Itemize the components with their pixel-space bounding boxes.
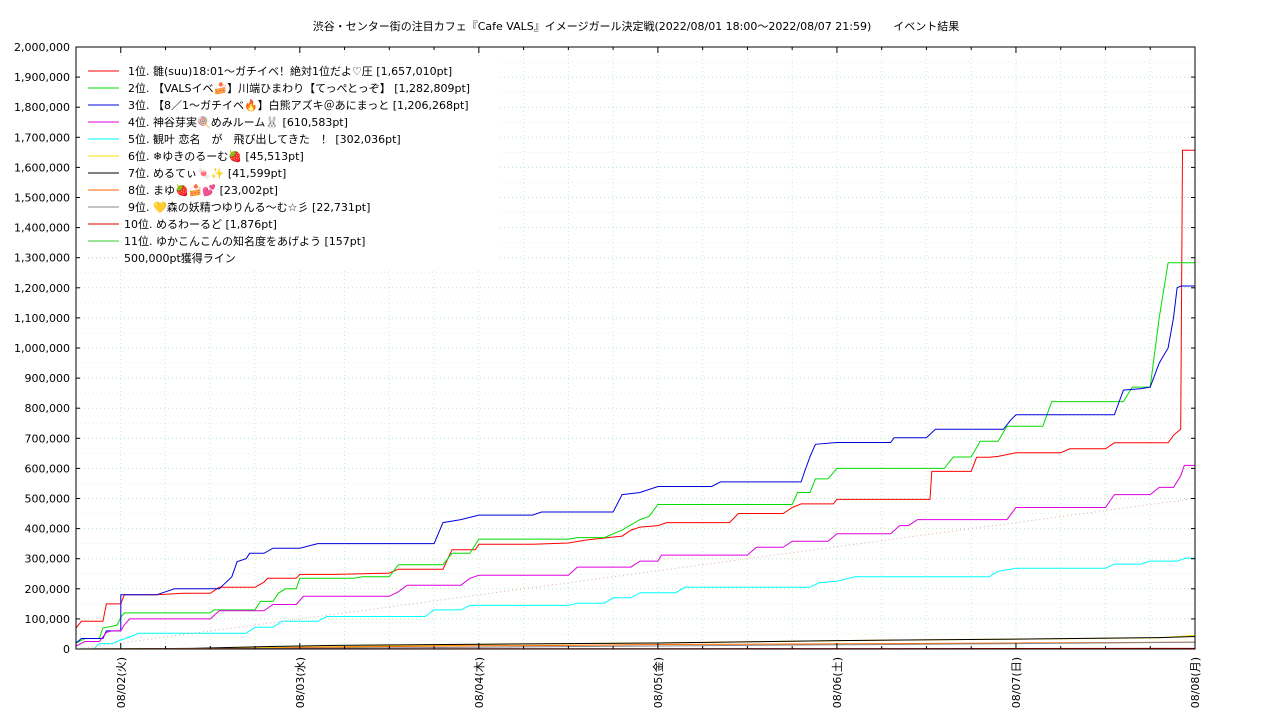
y-tick-label: 1,800,000	[14, 101, 70, 114]
series-line-12	[75, 498, 1196, 650]
legend-label: 11位. ゆかこんこんの知名度をあげよう [157pt]	[124, 234, 365, 248]
x-tick-label: 08/05(金)	[651, 657, 665, 708]
y-tick-label: 1,400,000	[14, 222, 70, 235]
series-line-7	[75, 636, 1196, 650]
y-tick-label: 1,700,000	[14, 131, 70, 144]
legend-label: 7位. めるてぃ🍬✨ [41,599pt]	[128, 166, 286, 180]
y-tick-label: 2,000,000	[14, 41, 70, 54]
legend-label: 5位. 観叶 恋名 が 飛び出してきた ！ [302,036pt]	[128, 132, 401, 146]
legend-label: 10位. めるわーるど [1,876pt]	[124, 217, 277, 231]
legend-label: 4位. 神谷芽実🍭めみルーム🐰 [610,583pt]	[128, 115, 348, 129]
x-tick-label: 08/03(水)	[294, 657, 307, 708]
y-tick-label: 300,000	[25, 553, 71, 566]
legend: 1位. 雛(suu)18:01～ガチイベ！絶対1位だよ♡圧 [1,657,010…	[80, 57, 500, 269]
y-tick-label: 500,000	[25, 493, 71, 506]
x-tick-label: 08/02(火)	[115, 657, 128, 708]
y-tick-label: 200,000	[25, 583, 71, 596]
y-tick-label: 1,900,000	[14, 71, 70, 84]
chart-title: 渋谷・センター街の注目カフェ『Cafe VALS』イメージガール決定戦(2022…	[313, 19, 960, 33]
y-tick-label: 0	[63, 643, 70, 656]
legend-label: 9位. 💛森の妖精つゆりんる〜む☆彡 [22,731pt]	[128, 200, 370, 214]
y-tick-label: 800,000	[25, 402, 71, 415]
series-line-2	[75, 262, 1195, 644]
legend-label: 6位. ❄ゆきのるーむ🍓 [45,513pt]	[128, 149, 304, 163]
y-tick-label: 600,000	[25, 462, 71, 475]
series-line-4	[75, 464, 1195, 647]
x-tick-label: 08/06(土)	[831, 657, 844, 708]
x-tick-label: 08/04(木)	[473, 657, 486, 708]
series-line-3	[75, 285, 1195, 644]
y-tick-label: 700,000	[25, 432, 71, 445]
y-tick-label: 1,000,000	[14, 342, 70, 355]
y-tick-label: 100,000	[25, 613, 71, 626]
y-tick-label: 1,600,000	[14, 161, 70, 174]
legend-label: 1位. 雛(suu)18:01～ガチイベ！絶対1位だよ♡圧 [1,657,010…	[128, 64, 452, 78]
y-tick-label: 900,000	[25, 372, 71, 385]
y-tick-label: 1,200,000	[14, 282, 70, 295]
legend-label: 2位. 【VALSイベ🍰】川端ひまわり【てっぺとっぞ】 [1,282,809pt…	[128, 81, 470, 95]
x-tick-label: 08/07(日)	[1010, 657, 1023, 708]
y-tick-label: 400,000	[25, 523, 71, 536]
y-tick-label: 1,300,000	[14, 252, 70, 265]
series-line-5	[76, 557, 1195, 650]
y-tick-label: 1,100,000	[14, 312, 70, 325]
axes: 0 100,000 200,000 300,000 400,000 500,000 600,…	[14, 41, 1202, 708]
legend-box	[80, 57, 500, 269]
legend-label: 3位. 【8／1～ガチイベ🔥】白熊アズキ＠あにまっと [1,206,268pt]	[128, 98, 469, 112]
series-line-1	[75, 149, 1195, 629]
x-tick-label: 08/08(月)	[1189, 657, 1202, 708]
legend-label: 500,000pt獲得ライン	[124, 252, 236, 265]
y-tick-label: 1,500,000	[14, 192, 70, 205]
legend-label: 8位. まゆ🍓🍰💕 [23,002pt]	[128, 183, 278, 197]
